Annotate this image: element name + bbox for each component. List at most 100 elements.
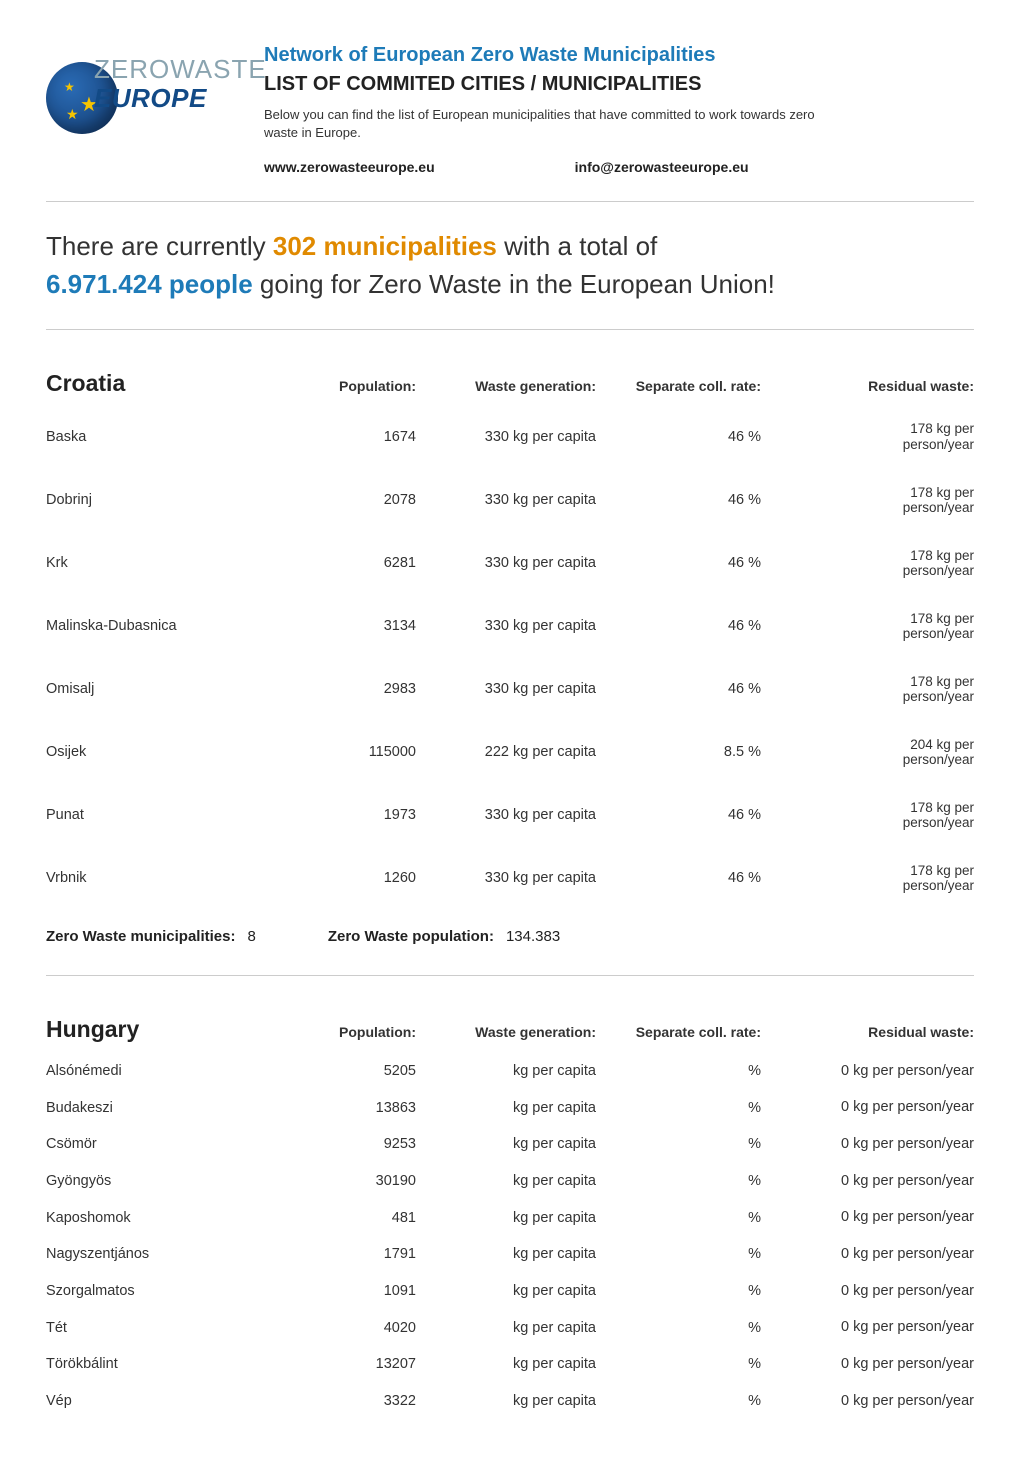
headline-prefix: There are currently xyxy=(46,231,273,261)
residual-waste-value: 178 kg perperson/year xyxy=(761,611,974,642)
table-row: Gyöngyös30190kg per capita%0 kg per pers… xyxy=(46,1163,974,1200)
waste-generation-value: 330 kg per capita xyxy=(416,555,596,571)
population-value: 5205 xyxy=(276,1063,416,1079)
residual-line2: person/year xyxy=(761,815,974,831)
col-separate-rate-header: Separate coll. rate: xyxy=(596,378,761,394)
residual-line2: person/year xyxy=(761,500,974,516)
divider xyxy=(46,201,974,202)
country-summary: Zero Waste municipalities: 8 Zero Waste po… xyxy=(46,912,974,949)
logo-text: ZEROWASTE EUROPE xyxy=(94,54,267,114)
waste-generation-value: kg per capita xyxy=(416,1320,596,1336)
municipality-name: Omisalj xyxy=(46,681,276,697)
col-separate-rate-header: Separate coll. rate: xyxy=(596,1024,761,1040)
separate-rate-value: % xyxy=(596,1283,761,1299)
waste-generation-value: kg per capita xyxy=(416,1173,596,1189)
residual-waste-value: 178 kg perperson/year xyxy=(761,863,974,894)
waste-generation-value: 222 kg per capita xyxy=(416,744,596,760)
residual-waste-value: 0 kg per person/year xyxy=(761,1319,974,1336)
waste-generation-value: kg per capita xyxy=(416,1246,596,1262)
col-waste-generation-header: Waste generation: xyxy=(416,1024,596,1040)
population-value: 13863 xyxy=(276,1100,416,1116)
residual-line1: 178 kg per xyxy=(761,611,974,627)
headline-municipalities: 302 municipalities xyxy=(273,231,497,261)
residual-line1: 0 kg per person/year xyxy=(841,1283,974,1299)
residual-line1: 0 kg per person/year xyxy=(841,1319,974,1335)
table-row: Vép3322kg per capita%0 kg per person/yea… xyxy=(46,1383,974,1420)
network-title: Network of European Zero Waste Municipal… xyxy=(264,44,974,67)
waste-generation-value: kg per capita xyxy=(416,1356,596,1372)
separate-rate-value: 46 % xyxy=(596,870,761,886)
residual-waste-value: 0 kg per person/year xyxy=(761,1173,974,1190)
table-row: Szorgalmatos1091kg per capita%0 kg per p… xyxy=(46,1273,974,1310)
separate-rate-value: 8.5 % xyxy=(596,744,761,760)
divider xyxy=(46,329,974,330)
residual-waste-value: 0 kg per person/year xyxy=(761,1063,974,1080)
residual-waste-value: 178 kg perperson/year xyxy=(761,421,974,452)
zw-munis-label: Zero Waste municipalities: xyxy=(46,928,236,945)
logo-word-zerowaste: ZEROWASTE xyxy=(94,54,267,85)
table-row: Osijek115000222 kg per capita8.5 %204 kg… xyxy=(46,723,974,786)
page-header: ★ ★ ★ ZEROWASTE EUROPE Network of Europe… xyxy=(46,40,974,175)
residual-line1: 0 kg per person/year xyxy=(841,1136,974,1152)
star-icon: ★ xyxy=(64,80,75,94)
municipality-name: Szorgalmatos xyxy=(46,1283,276,1299)
country-name: Hungary xyxy=(46,1016,276,1043)
zw-munis-value: 8 xyxy=(248,928,256,945)
table-row: Punat1973330 kg per capita46 %178 kg per… xyxy=(46,786,974,849)
residual-line1: 0 kg per person/year xyxy=(841,1209,974,1225)
table-row: Malinska-Dubasnica3134330 kg per capita4… xyxy=(46,597,974,660)
table-row: Kaposhomok481kg per capita%0 kg per pers… xyxy=(46,1199,974,1236)
residual-line2: person/year xyxy=(761,626,974,642)
residual-line1: 178 kg per xyxy=(761,485,974,501)
residual-line2: person/year xyxy=(761,752,974,768)
zw-pop-label: Zero Waste population: xyxy=(328,928,494,945)
residual-line1: 204 kg per xyxy=(761,737,974,753)
population-value: 4020 xyxy=(276,1320,416,1336)
waste-generation-value: kg per capita xyxy=(416,1210,596,1226)
population-value: 1973 xyxy=(276,807,416,823)
municipality-name: Osijek xyxy=(46,744,276,760)
table-row: Nagyszentjános1791kg per capita%0 kg per… xyxy=(46,1236,974,1273)
residual-waste-value: 0 kg per person/year xyxy=(761,1099,974,1116)
separate-rate-value: % xyxy=(596,1393,761,1409)
residual-waste-value: 178 kg perperson/year xyxy=(761,548,974,579)
col-population-header: Population: xyxy=(276,378,416,394)
municipality-name: Baska xyxy=(46,429,276,445)
table-row: Krk6281330 kg per capita46 %178 kg perpe… xyxy=(46,534,974,597)
star-icon: ★ xyxy=(66,106,79,123)
col-population-header: Population: xyxy=(276,1024,416,1040)
municipality-name: Nagyszentjános xyxy=(46,1246,276,1262)
contact-row: www.zerowasteeurope.eu info@zerowasteeur… xyxy=(264,159,974,175)
separate-rate-value: 46 % xyxy=(596,618,761,634)
zerowaste-europe-logo: ★ ★ ★ ZEROWASTE EUROPE xyxy=(46,40,236,150)
separate-rate-value: 46 % xyxy=(596,429,761,445)
separate-rate-value: % xyxy=(596,1136,761,1152)
residual-line2: person/year xyxy=(761,689,974,705)
municipality-name: Dobrinj xyxy=(46,492,276,508)
table-row: Omisalj2983330 kg per capita46 %178 kg p… xyxy=(46,660,974,723)
header-blurb: Below you can find the list of European … xyxy=(264,106,824,141)
residual-line1: 0 kg per person/year xyxy=(841,1173,974,1189)
residual-waste-value: 204 kg perperson/year xyxy=(761,737,974,768)
municipality-name: Alsónémedi xyxy=(46,1063,276,1079)
residual-line1: 178 kg per xyxy=(761,421,974,437)
divider xyxy=(46,975,974,976)
residual-line2: person/year xyxy=(761,563,974,579)
residual-line1: 0 kg per person/year xyxy=(841,1063,974,1079)
waste-generation-value: 330 kg per capita xyxy=(416,492,596,508)
municipality-name: Punat xyxy=(46,807,276,823)
residual-waste-value: 178 kg perperson/year xyxy=(761,485,974,516)
residual-waste-value: 0 kg per person/year xyxy=(761,1136,974,1153)
country-name: Croatia xyxy=(46,370,276,397)
separate-rate-value: % xyxy=(596,1063,761,1079)
population-value: 2078 xyxy=(276,492,416,508)
waste-generation-value: 330 kg per capita xyxy=(416,618,596,634)
waste-generation-value: kg per capita xyxy=(416,1393,596,1409)
municipality-name: Tét xyxy=(46,1320,276,1336)
residual-waste-value: 0 kg per person/year xyxy=(761,1356,974,1373)
table-row: Baska1674330 kg per capita46 %178 kg per… xyxy=(46,407,974,470)
email-text: info@zerowasteeurope.eu xyxy=(575,159,749,175)
municipality-name: Vép xyxy=(46,1393,276,1409)
separate-rate-value: 46 % xyxy=(596,681,761,697)
separate-rate-value: 46 % xyxy=(596,492,761,508)
